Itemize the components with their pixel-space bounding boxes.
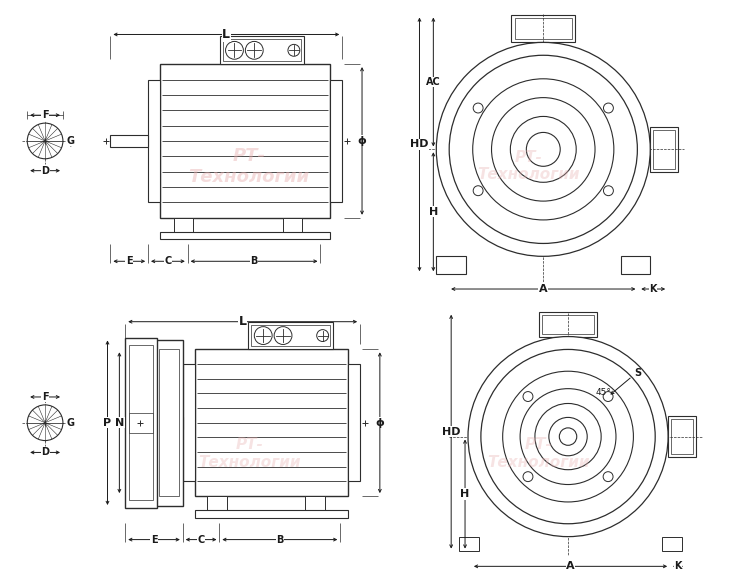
- Text: K: K: [650, 284, 657, 294]
- Circle shape: [254, 327, 272, 345]
- Text: 45°: 45°: [596, 388, 612, 397]
- Circle shape: [27, 123, 63, 159]
- Circle shape: [520, 389, 616, 485]
- Text: HD: HD: [410, 139, 429, 149]
- Bar: [195, 510, 348, 518]
- Text: РТ-
Технологии: РТ- Технологии: [188, 147, 310, 185]
- Text: AC: AC: [426, 77, 441, 87]
- Bar: [220, 37, 304, 64]
- Text: C: C: [164, 256, 172, 266]
- Bar: [195, 349, 348, 496]
- Text: A: A: [539, 284, 548, 294]
- Bar: [251, 325, 329, 346]
- Text: ϕ: ϕ: [375, 418, 384, 428]
- Circle shape: [449, 55, 637, 243]
- Bar: [437, 256, 466, 274]
- Bar: [129, 413, 153, 433]
- Circle shape: [468, 336, 668, 537]
- Text: F: F: [42, 110, 48, 120]
- Circle shape: [523, 392, 533, 401]
- Bar: [305, 496, 325, 510]
- Text: L: L: [239, 315, 247, 328]
- Bar: [459, 537, 479, 551]
- Text: РТ-
Технологии: РТ- Технологии: [477, 150, 580, 182]
- Text: A: A: [566, 561, 575, 571]
- Bar: [160, 64, 331, 218]
- Text: ϕ: ϕ: [358, 136, 366, 146]
- Bar: [160, 232, 331, 239]
- Circle shape: [604, 186, 613, 196]
- Bar: [129, 346, 153, 500]
- Text: P: P: [104, 418, 112, 428]
- Bar: [515, 17, 572, 40]
- Bar: [182, 364, 195, 481]
- Bar: [348, 364, 360, 481]
- Bar: [148, 80, 160, 202]
- Text: HD: HD: [442, 426, 461, 437]
- Circle shape: [510, 116, 576, 182]
- Circle shape: [603, 472, 613, 482]
- Text: G: G: [67, 418, 75, 428]
- Circle shape: [523, 472, 533, 482]
- Bar: [223, 40, 301, 61]
- Text: N: N: [115, 418, 124, 428]
- Text: РТ-
Технологии: РТ- Технологии: [487, 437, 590, 469]
- Text: D: D: [41, 447, 49, 457]
- Bar: [207, 496, 227, 510]
- Text: B: B: [250, 256, 258, 266]
- Text: B: B: [276, 535, 283, 544]
- Text: РТ-
Технологии: РТ- Технологии: [198, 437, 300, 469]
- Text: H: H: [461, 489, 469, 499]
- Circle shape: [437, 42, 650, 256]
- Bar: [620, 256, 650, 274]
- Bar: [511, 15, 575, 42]
- Text: L: L: [223, 28, 231, 41]
- Circle shape: [559, 428, 577, 445]
- Text: E: E: [126, 256, 133, 266]
- Circle shape: [27, 405, 63, 440]
- Circle shape: [473, 186, 483, 196]
- Text: C: C: [197, 535, 204, 544]
- Bar: [331, 80, 342, 202]
- Circle shape: [535, 403, 602, 469]
- Text: H: H: [429, 207, 438, 217]
- Circle shape: [473, 79, 614, 220]
- Bar: [159, 349, 179, 496]
- Bar: [653, 130, 675, 168]
- Circle shape: [604, 103, 613, 113]
- Text: E: E: [150, 535, 158, 544]
- Circle shape: [491, 98, 595, 201]
- Bar: [155, 339, 182, 506]
- Circle shape: [526, 132, 560, 166]
- Bar: [539, 312, 596, 336]
- Bar: [126, 338, 157, 508]
- Circle shape: [481, 349, 656, 523]
- Bar: [542, 315, 593, 333]
- Circle shape: [274, 327, 292, 345]
- Circle shape: [288, 44, 300, 56]
- Bar: [248, 322, 333, 349]
- Text: G: G: [67, 136, 75, 146]
- Bar: [650, 127, 678, 171]
- Bar: [662, 537, 682, 551]
- Bar: [668, 416, 696, 457]
- Text: D: D: [41, 166, 49, 175]
- Text: K: K: [675, 561, 682, 571]
- Circle shape: [603, 392, 613, 401]
- Text: S: S: [634, 368, 642, 378]
- Circle shape: [473, 103, 483, 113]
- Bar: [283, 218, 302, 232]
- Circle shape: [503, 371, 634, 502]
- Circle shape: [245, 41, 264, 59]
- Bar: [110, 135, 148, 147]
- Circle shape: [317, 329, 328, 342]
- Bar: [145, 417, 182, 429]
- Bar: [174, 218, 193, 232]
- Bar: [671, 419, 693, 454]
- Circle shape: [226, 41, 243, 59]
- Circle shape: [549, 417, 587, 456]
- Text: F: F: [42, 392, 48, 402]
